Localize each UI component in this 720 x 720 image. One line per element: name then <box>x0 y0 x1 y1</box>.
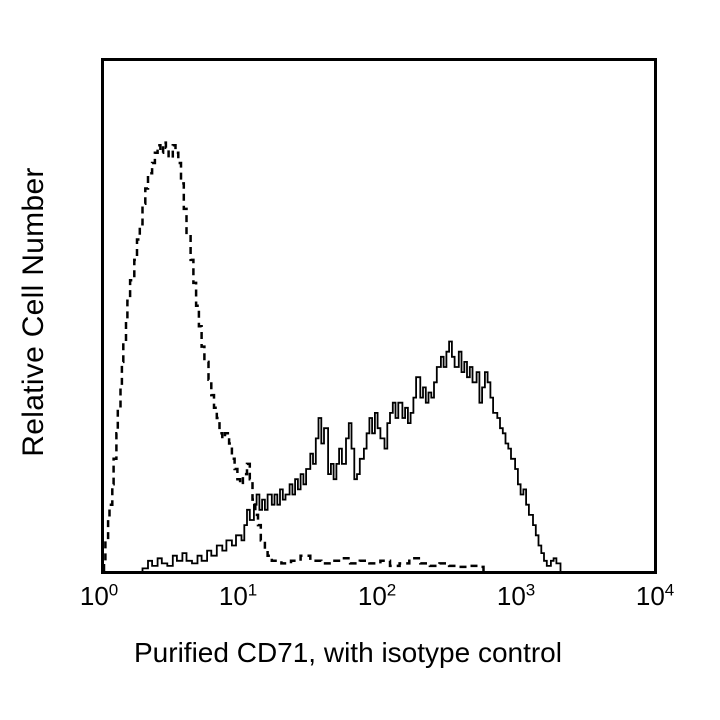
x-tick-1e1: 101 <box>218 580 258 611</box>
x-axis-label: Purified CD71, with isotype control <box>134 637 562 668</box>
plot-svg <box>104 141 562 571</box>
plot-area <box>101 58 657 574</box>
y-axis-label: Relative Cell Number <box>17 167 50 457</box>
x-tick-1e2: 102 <box>357 580 397 611</box>
x-tick-1e3: 103 <box>496 580 536 611</box>
x-tick-1e4: 104 <box>635 580 675 611</box>
isotype-control-curve <box>104 141 485 571</box>
x-tick-1e0: 100 <box>79 580 119 611</box>
x-axis-ticks: 100 101 102 103 104 <box>80 580 674 625</box>
cd71-curve <box>141 340 562 571</box>
